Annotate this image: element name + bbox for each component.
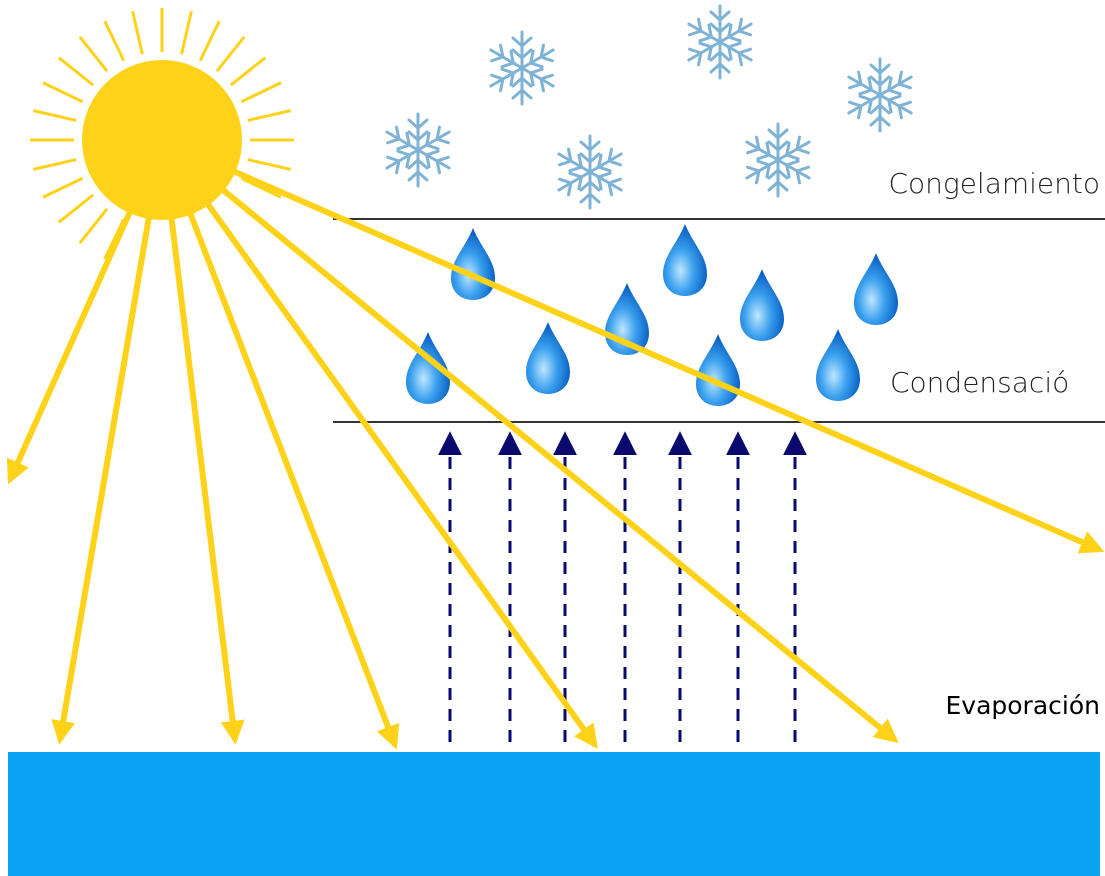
snowflake (486, 32, 557, 104)
evaporation-label: Evaporación (945, 691, 1100, 720)
short-ray (33, 160, 76, 170)
condensation-label: Condensació (890, 366, 1069, 399)
droplet (696, 334, 740, 406)
short-ray (59, 195, 93, 222)
short-ray (33, 111, 76, 121)
short-ray (43, 178, 83, 197)
short-ray (80, 37, 107, 71)
short-ray (105, 21, 124, 61)
water-cycle-diagram: Congelamiento Condensació Evaporación (0, 0, 1105, 876)
short-ray (80, 209, 107, 243)
droplet (854, 253, 898, 325)
sun-ray-arrow (162, 140, 1100, 550)
snowflake (844, 59, 915, 131)
freezing-label: Congelamiento (888, 167, 1100, 200)
page: Congelamiento Condensació Evaporación ((… (0, 0, 1105, 876)
short-ray (133, 11, 143, 54)
short-ray (182, 11, 192, 54)
droplet (740, 269, 784, 341)
sun-ray-arrow (60, 140, 162, 740)
droplet (816, 329, 860, 401)
snowflake (684, 6, 755, 78)
short-ray (241, 83, 281, 102)
sun (82, 60, 242, 220)
snowflake (382, 114, 453, 186)
vapor-arrows (450, 436, 795, 742)
short-ray (248, 160, 291, 170)
water-body (8, 752, 1100, 876)
droplet (451, 228, 495, 300)
droplets (406, 224, 898, 406)
short-ray (248, 111, 291, 121)
short-ray (43, 83, 83, 102)
short-ray (217, 37, 244, 71)
snowflake (742, 124, 813, 196)
short-ray (59, 58, 93, 85)
droplet (663, 224, 707, 296)
droplet (526, 322, 570, 394)
snowflakes (382, 6, 915, 208)
short-ray (231, 58, 265, 85)
short-ray (200, 21, 219, 61)
snowflake (554, 136, 625, 208)
